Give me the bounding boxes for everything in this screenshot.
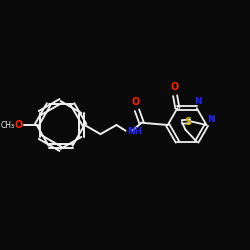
Text: O: O xyxy=(171,82,179,92)
Text: S: S xyxy=(184,117,192,127)
Text: CH₃: CH₃ xyxy=(0,120,14,130)
Text: O: O xyxy=(132,97,140,107)
Text: N: N xyxy=(207,115,214,124)
Text: O: O xyxy=(15,120,23,130)
Text: N: N xyxy=(194,98,202,106)
Text: NH: NH xyxy=(127,127,142,136)
